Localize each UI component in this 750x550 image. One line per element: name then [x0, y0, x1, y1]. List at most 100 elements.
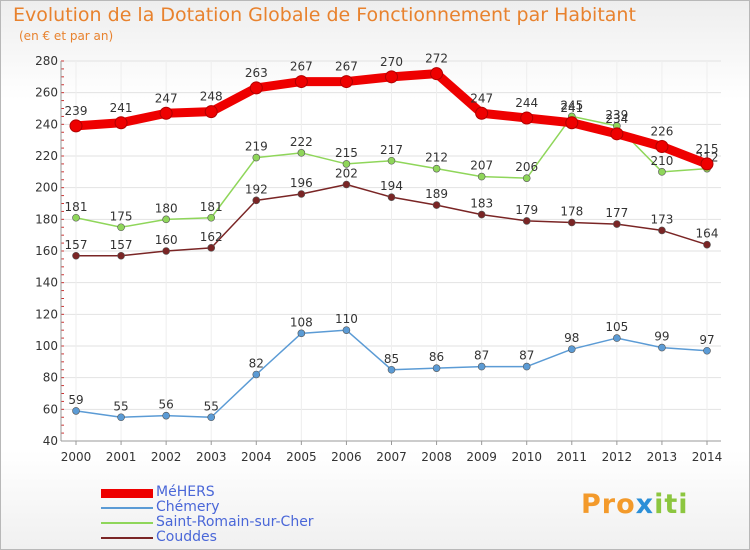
- x-tick-label: 2014: [692, 450, 723, 464]
- data-label-chemery: 110: [335, 312, 358, 326]
- data-label-couddes: 173: [650, 212, 673, 226]
- data-point-chemery: [567, 345, 576, 353]
- data-label-mehers: 247: [155, 91, 178, 105]
- data-label-chemery: 82: [249, 357, 264, 371]
- data-point-couddes: [522, 217, 531, 225]
- x-tick-label: 2006: [331, 450, 362, 464]
- data-label-chemery: 55: [204, 399, 219, 413]
- data-point-chemery: [162, 411, 170, 420]
- data-label-mehers: 234: [605, 112, 628, 126]
- data-label-chemery: 98: [564, 331, 579, 345]
- data-point-saint-romain-sur-cher: [658, 168, 666, 176]
- data-point-mehers: [385, 70, 398, 84]
- data-point-chemery: [703, 346, 711, 355]
- x-tick-label: 2002: [151, 450, 182, 464]
- x-tick-label: 2005: [286, 450, 317, 464]
- data-label-couddes: 196: [290, 176, 313, 190]
- data-point-chemery: [477, 362, 486, 371]
- data-point-couddes: [432, 201, 441, 209]
- data-point-mehers: [430, 67, 444, 81]
- data-point-couddes: [252, 196, 261, 205]
- data-point-chemery: [117, 413, 125, 422]
- data-label-chemery: 108: [290, 315, 313, 329]
- data-point-saint-romain-sur-cher: [477, 172, 486, 181]
- legend-label-mehers: MéHERS: [156, 484, 215, 500]
- data-point-saint-romain-sur-cher: [522, 174, 531, 182]
- data-point-mehers: [655, 140, 669, 153]
- data-point-chemery: [658, 343, 666, 352]
- data-point-mehers: [294, 75, 308, 89]
- data-point-saint-romain-sur-cher: [342, 160, 351, 168]
- x-tick-label: 2011: [557, 450, 588, 464]
- data-point-mehers: [204, 105, 218, 119]
- data-point-saint-romain-sur-cher: [162, 215, 170, 224]
- y-tick-label: 180: [35, 212, 58, 226]
- data-point-couddes: [297, 190, 306, 198]
- data-label-couddes: 189: [425, 187, 448, 201]
- data-label-saint-romain-sur-cher: 219: [245, 140, 268, 154]
- y-tick-label: 100: [35, 339, 58, 353]
- data-label-saint-romain-sur-cher: 217: [380, 143, 403, 157]
- data-point-mehers: [159, 106, 173, 120]
- data-label-mehers: 215: [696, 142, 719, 156]
- y-tick-label: 280: [35, 54, 58, 68]
- chart-subtitle: (en € et par an): [19, 29, 114, 43]
- data-point-couddes: [658, 226, 666, 235]
- data-point-saint-romain-sur-cher: [432, 164, 441, 173]
- legend-swatch-saint-romain: [101, 521, 153, 524]
- data-label-couddes: 194: [380, 179, 403, 193]
- data-point-saint-romain-sur-cher: [387, 156, 396, 165]
- data-label-chemery: 86: [429, 350, 444, 364]
- y-tick-label: 200: [35, 181, 58, 195]
- y-tick-label: 120: [35, 307, 58, 321]
- x-tick-label: 2001: [106, 450, 137, 464]
- data-point-mehers: [565, 116, 579, 130]
- data-label-chemery: 85: [384, 352, 399, 366]
- legend-label-saint-romain: Saint-Romain-sur-Cher: [156, 514, 314, 530]
- data-label-couddes: 157: [65, 238, 88, 252]
- data-point-chemery: [387, 365, 396, 374]
- x-tick-label: 2003: [196, 450, 227, 464]
- data-label-chemery: 55: [113, 399, 128, 413]
- y-tick-label: 160: [35, 244, 58, 258]
- data-point-chemery: [432, 364, 441, 372]
- x-tick-label: 2009: [466, 450, 497, 464]
- data-label-saint-romain-sur-cher: 222: [290, 135, 313, 149]
- data-point-chemery: [342, 326, 351, 334]
- data-label-mehers: 267: [290, 60, 313, 74]
- data-point-couddes: [477, 210, 486, 219]
- data-point-chemery: [207, 413, 216, 422]
- x-tick-label: 2012: [602, 450, 633, 464]
- data-point-chemery: [72, 407, 80, 415]
- data-label-saint-romain-sur-cher: 239: [605, 108, 628, 122]
- data-label-couddes: 202: [335, 167, 358, 181]
- y-tick-label: 40: [43, 434, 58, 448]
- legend-swatch-couddes: [101, 536, 153, 539]
- data-label-couddes: 183: [470, 197, 493, 211]
- data-label-couddes: 178: [560, 205, 583, 219]
- data-label-couddes: 160: [155, 233, 178, 247]
- y-tick-label: 80: [43, 371, 58, 385]
- data-point-saint-romain-sur-cher: [297, 149, 306, 157]
- data-label-couddes: 177: [605, 206, 628, 220]
- data-label-chemery: 59: [68, 393, 83, 407]
- x-tick-label: 2007: [376, 450, 407, 464]
- data-label-chemery: 87: [474, 349, 489, 363]
- data-point-couddes: [613, 220, 621, 228]
- data-label-saint-romain-sur-cher: 215: [335, 146, 358, 160]
- proxiti-logo: Proxiti: [581, 489, 689, 520]
- data-label-saint-romain-sur-cher: 180: [155, 201, 178, 215]
- x-tick-label: 2000: [61, 450, 92, 464]
- data-label-saint-romain-sur-cher: 210: [650, 154, 673, 168]
- data-label-mehers: 244: [515, 96, 538, 110]
- data-label-mehers: 263: [245, 66, 268, 80]
- data-label-saint-romain-sur-cher: 207: [470, 159, 493, 173]
- y-tick-label: 240: [35, 117, 58, 131]
- y-tick-label: 60: [43, 402, 58, 416]
- y-tick-label: 220: [35, 149, 58, 163]
- data-point-saint-romain-sur-cher: [252, 153, 261, 162]
- data-point-mehers: [610, 127, 624, 141]
- data-label-chemery: 99: [654, 330, 669, 344]
- data-label-chemery: 87: [519, 349, 534, 363]
